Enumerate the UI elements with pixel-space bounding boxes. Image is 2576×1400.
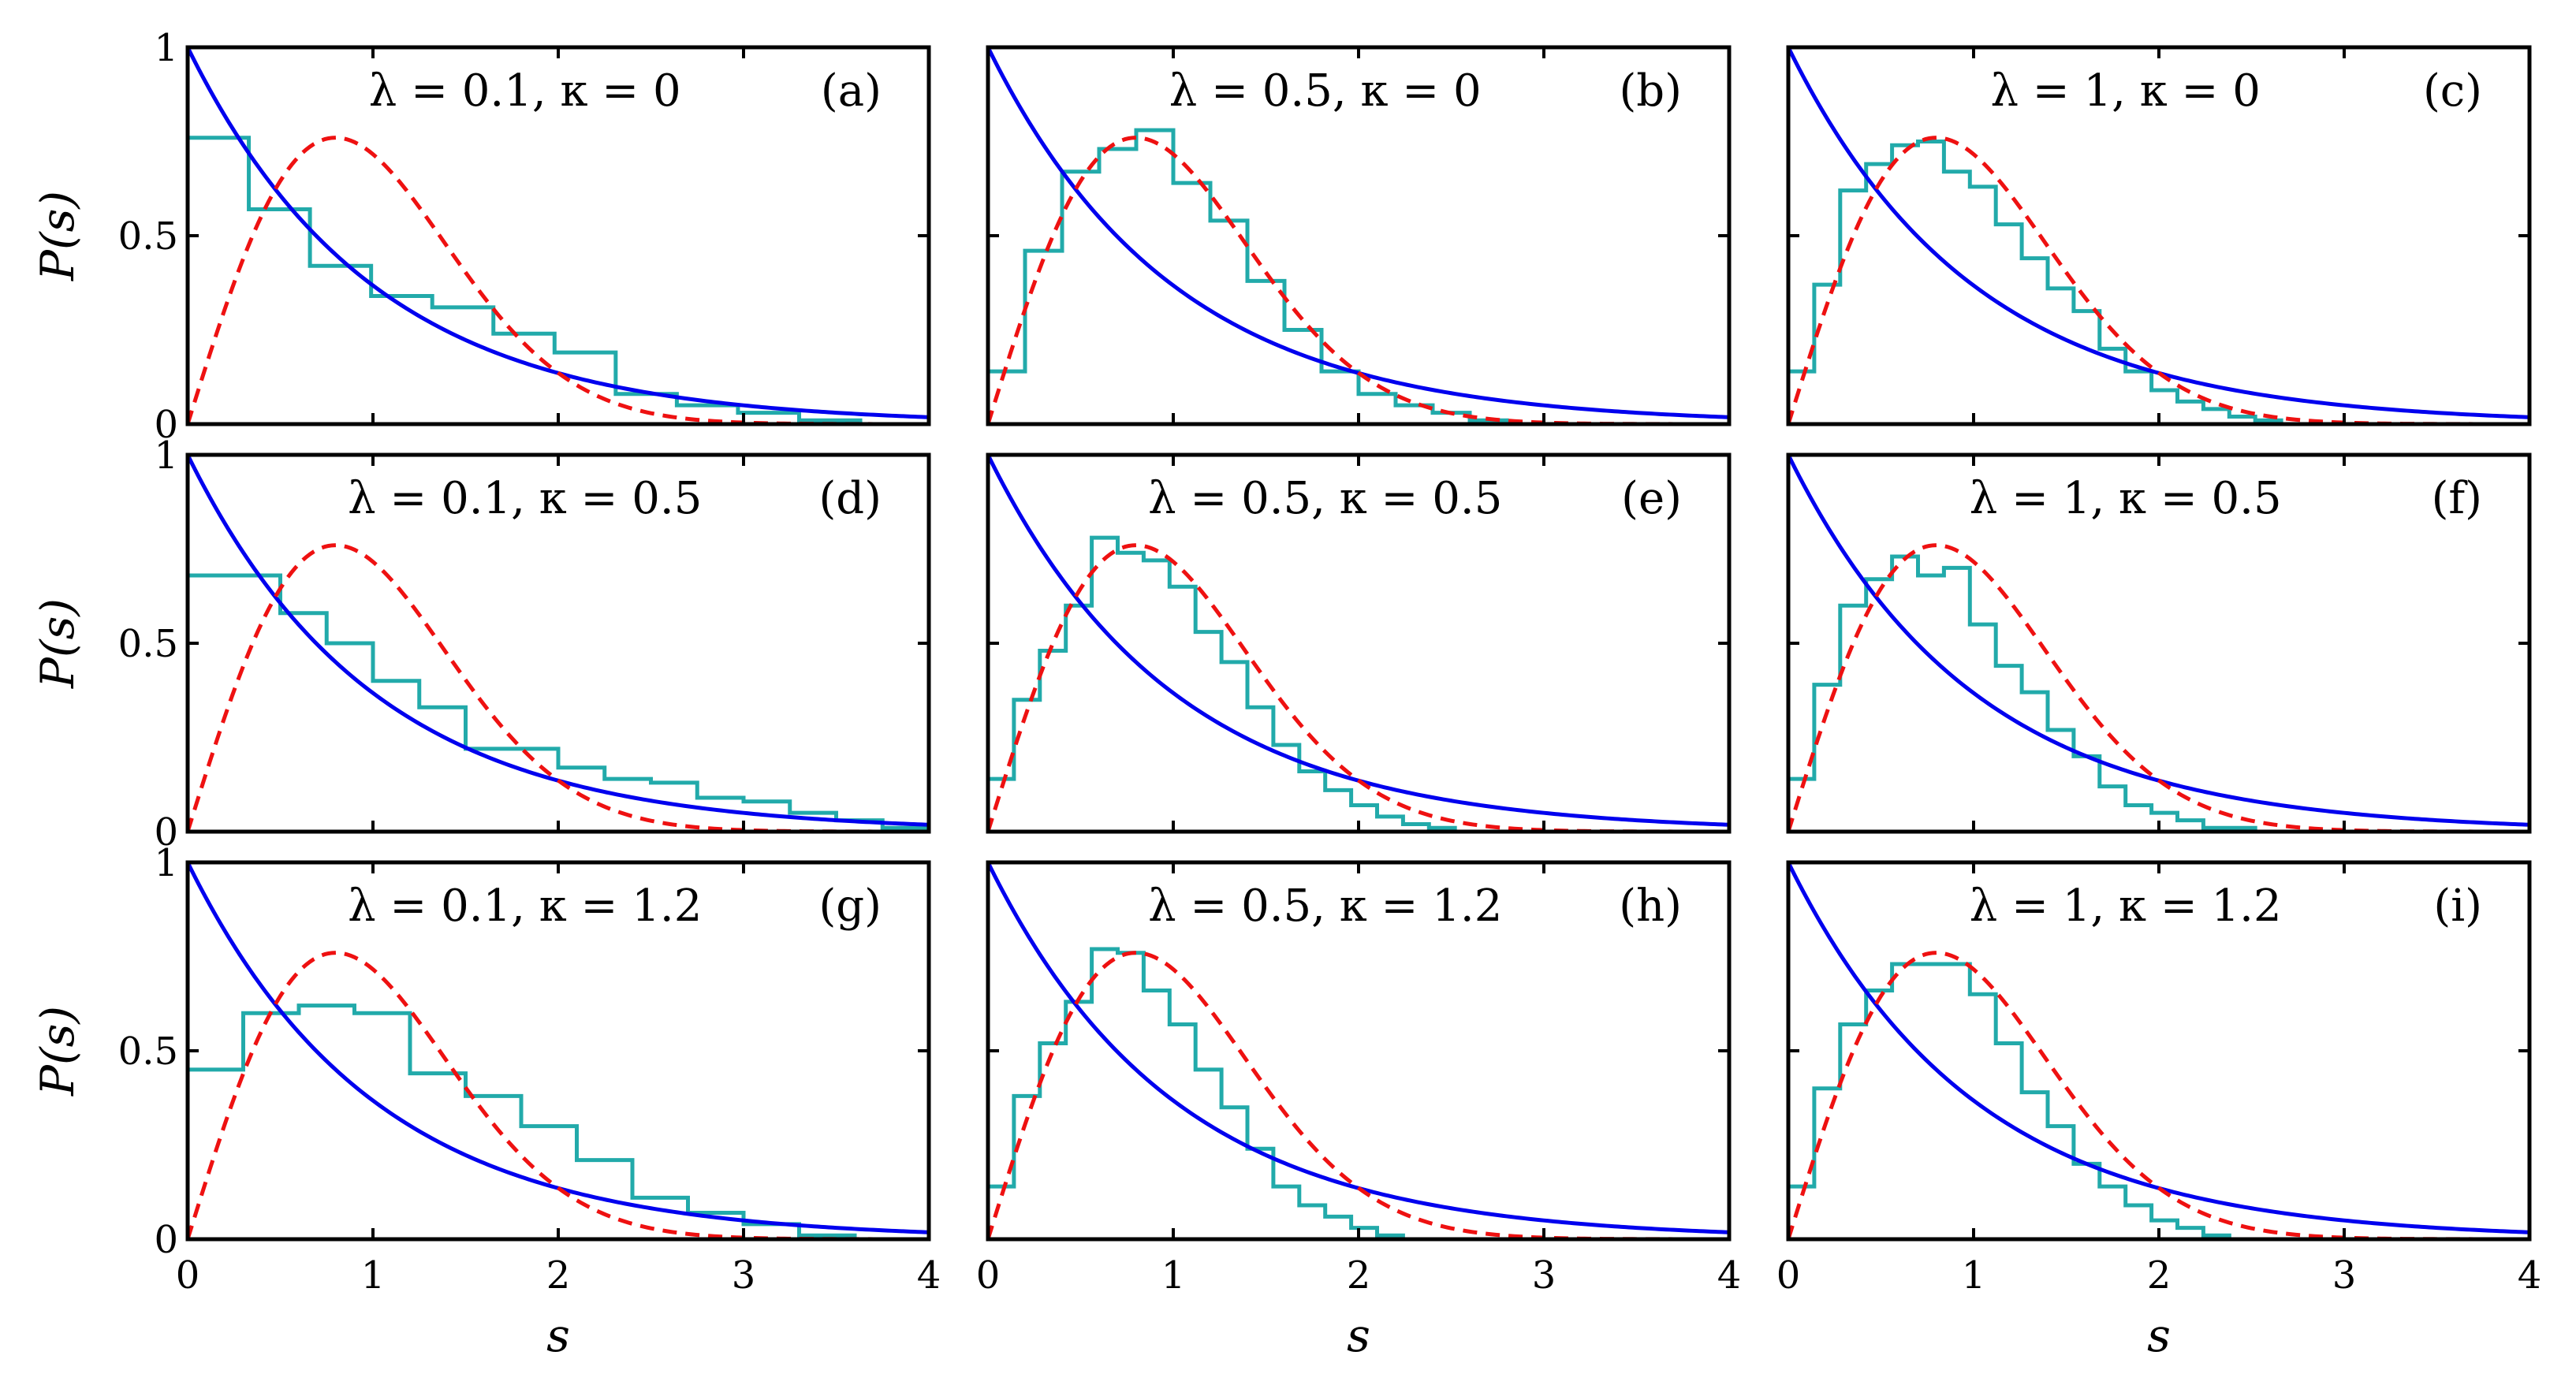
histogram-line [988, 128, 1544, 424]
x-tick-label: 1 [1962, 1253, 1986, 1298]
panel-label: (g) [818, 881, 882, 932]
y-tick-label: 1 [154, 26, 178, 70]
panel-title: λ = 0.5, κ = 0 [1169, 65, 1482, 117]
panel-i: 0 1 2 3 4 λ = 1, κ = 1.2 (i) s [1776, 860, 2542, 1362]
histogram-line [988, 947, 1430, 1239]
panel-label: (b) [1619, 65, 1682, 117]
panel-title: λ = 0.5, κ = 1.2 [1148, 881, 1502, 932]
wigner-curve [188, 543, 929, 832]
panel-label: (d) [818, 473, 882, 524]
y-tick-label: 0 [154, 403, 178, 447]
panel-b: λ = 0.5, κ = 0 (b) [986, 45, 1732, 426]
wigner-curve [188, 136, 929, 424]
panel-label: (c) [2423, 65, 2482, 117]
y-axis-title: P(s) [31, 1006, 84, 1097]
panel-label: (f) [2432, 473, 2482, 524]
x-tick-label: 2 [2147, 1253, 2172, 1298]
x-tick-label: 1 [361, 1253, 386, 1298]
wigner-curve [1788, 951, 2529, 1239]
panel-f: λ = 1, κ = 0.5 (f) [1786, 452, 2532, 834]
y-tick-label: 1 [154, 434, 178, 478]
panel-e: λ = 0.5, κ = 0.5 (e) [986, 452, 1732, 834]
panel-label: (i) [2433, 881, 2482, 932]
panel-a: 0 0.5 1 λ = 0.1, κ = 0 (a) P(s) [31, 26, 931, 447]
x-tick-label: 0 [976, 1253, 1001, 1298]
panel-title: λ = 1, κ = 1.2 [1970, 881, 2282, 932]
panel-label: (a) [821, 65, 882, 117]
wigner-curve [1788, 136, 2529, 424]
histogram-line [188, 1003, 857, 1239]
histogram-line [1788, 140, 2307, 424]
x-tick-label: 0 [176, 1253, 200, 1298]
panel-c: λ = 1, κ = 0 (c) [1786, 45, 2532, 426]
x-tick-label: 3 [2332, 1253, 2357, 1298]
x-tick-label: 4 [1717, 1253, 1742, 1298]
y-tick-label: 0 [154, 810, 178, 855]
x-tick-label: 1 [1161, 1253, 1186, 1298]
y-tick-label: 0 [154, 1218, 178, 1262]
x-axis-title: s [2147, 1309, 2171, 1362]
y-axis-title: P(s) [31, 598, 84, 689]
histogram-line [1788, 554, 2282, 832]
x-tick-label: 4 [2518, 1253, 2542, 1298]
x-axis-title: s [1347, 1309, 1370, 1362]
x-tick-label: 3 [1532, 1253, 1556, 1298]
y-tick-label: 0.5 [118, 622, 178, 666]
histogram-line [988, 535, 1482, 832]
wigner-curve [988, 951, 1729, 1239]
y-tick-label: 0.5 [118, 1030, 178, 1074]
panel-title: λ = 0.1, κ = 1.2 [348, 881, 702, 932]
panel-title: λ = 0.5, κ = 0.5 [1148, 473, 1502, 524]
histogram-line [188, 136, 922, 424]
x-tick-label: 2 [546, 1253, 571, 1298]
y-tick-label: 0.5 [118, 214, 178, 259]
panel-title: λ = 1, κ = 0.5 [1970, 473, 2282, 524]
histogram-line [1788, 962, 2256, 1239]
y-tick-label: 1 [154, 841, 178, 885]
x-axis-title: s [546, 1309, 570, 1362]
y-axis-title: P(s) [31, 191, 84, 281]
x-tick-label: 0 [1776, 1253, 1801, 1298]
panel-title: λ = 1, κ = 0 [1990, 65, 2260, 117]
panel-title: λ = 0.1, κ = 0 [369, 65, 681, 117]
wigner-curve [188, 951, 929, 1239]
x-tick-label: 4 [917, 1253, 941, 1298]
panel-label: (h) [1619, 881, 1682, 932]
x-tick-label: 3 [732, 1253, 756, 1298]
panel-g: 0 1 2 3 4 0 0.5 1 λ = 0.1, κ = 1.2 (g) P(s) s [31, 841, 941, 1362]
panel-label: (e) [1621, 473, 1682, 524]
histogram-line [188, 573, 929, 832]
wigner-curve [1788, 543, 2529, 832]
x-tick-label: 2 [1347, 1253, 1371, 1298]
panel-h: 0 1 2 3 4 λ = 0.5, κ = 1.2 (h) s [976, 860, 1742, 1362]
panel-title: λ = 0.1, κ = 0.5 [348, 473, 702, 524]
wigner-curve [988, 543, 1729, 832]
panel-d: 0 0.5 1 λ = 0.1, κ = 0.5 (d) P(s) [31, 434, 931, 855]
